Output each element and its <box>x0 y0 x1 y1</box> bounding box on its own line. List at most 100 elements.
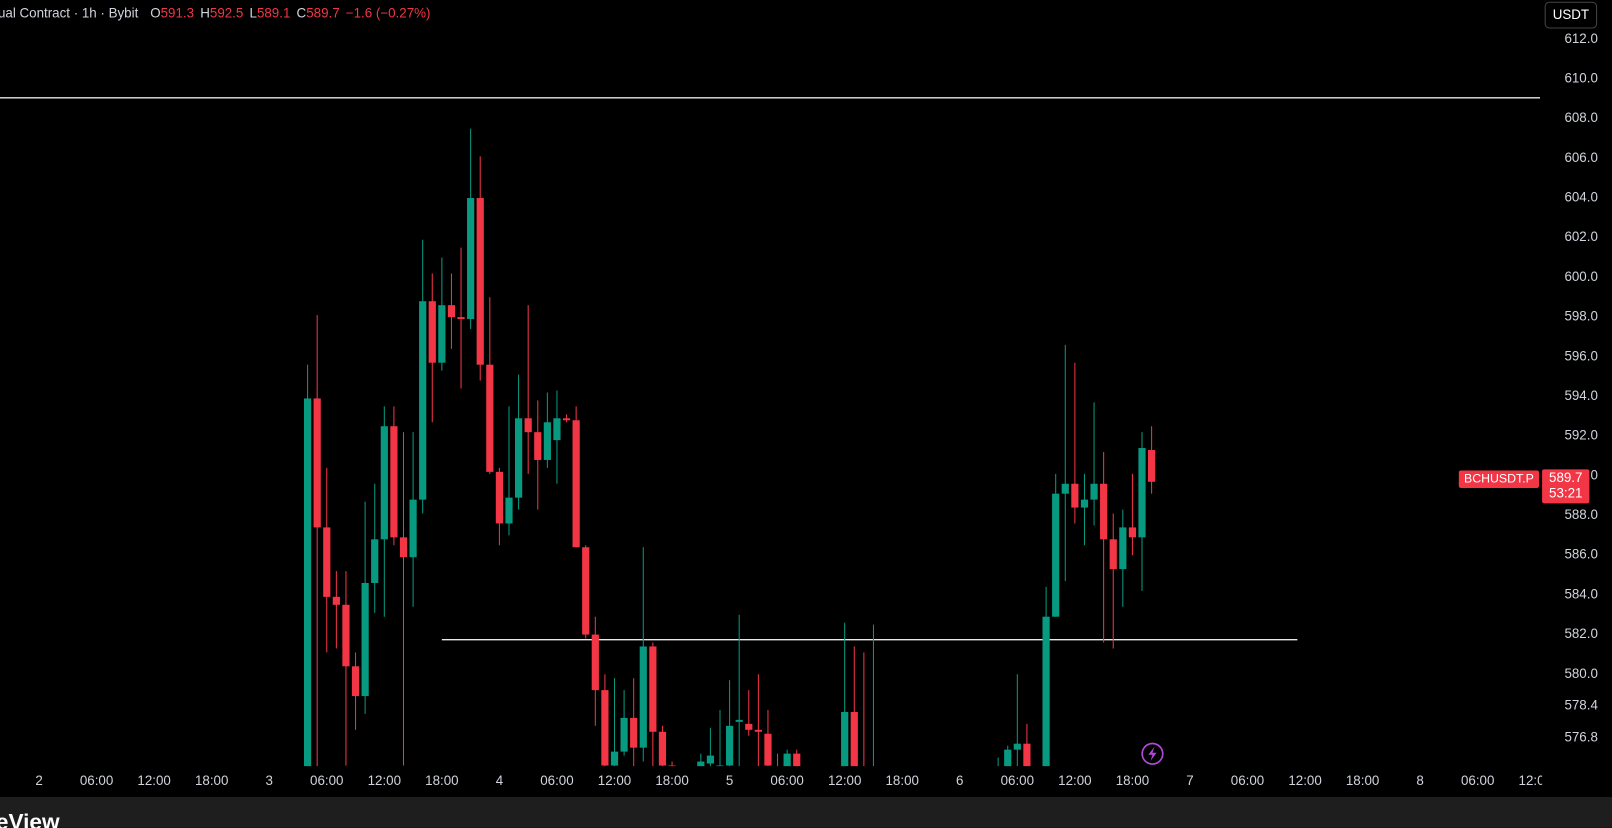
candle-body <box>1023 743 1031 767</box>
candle-body <box>1052 493 1060 617</box>
candle-body <box>467 198 475 320</box>
candle-body <box>399 537 408 558</box>
y-tick-label: 584.0 <box>1564 586 1597 601</box>
candle-body <box>313 398 321 528</box>
alert-icon[interactable] <box>1141 742 1164 765</box>
x-tick-label: 12:00 <box>598 773 631 788</box>
candle-body <box>697 761 705 767</box>
candle-body <box>438 305 446 363</box>
candle-body <box>409 499 417 558</box>
x-tick-label: 18:00 <box>655 773 688 788</box>
symbol-tag-bg <box>1458 470 1540 488</box>
candle-body <box>716 765 724 767</box>
candle-body <box>1090 483 1098 500</box>
y-tick-label: 600.0 <box>1564 269 1597 284</box>
y-tick-label: 606.0 <box>1564 150 1597 165</box>
candle-body <box>562 418 571 421</box>
candle-body <box>505 497 513 524</box>
x-tick-label: 06:00 <box>80 773 113 788</box>
candle-body <box>725 725 734 766</box>
y-tick-label: 604.0 <box>1564 190 1597 205</box>
candle-body <box>457 317 465 320</box>
candle-body <box>524 418 532 433</box>
candle-body <box>841 711 849 767</box>
candle-body <box>371 539 379 583</box>
candle-body <box>706 755 715 764</box>
y-tick-label: 586.0 <box>1564 547 1597 562</box>
candle-body <box>1100 483 1108 540</box>
y-tick-label: 598.0 <box>1564 309 1597 324</box>
candle-body <box>303 398 312 767</box>
y-tick-label: 594.0 <box>1564 388 1597 403</box>
countdown: 53:21 <box>1549 486 1582 501</box>
candle-body <box>649 646 657 732</box>
x-tick-label: 18:00 <box>1116 773 1149 788</box>
x-tick-label: 12:00 <box>137 773 170 788</box>
candle-body <box>534 432 542 460</box>
candle-body <box>1119 527 1127 570</box>
candle-body <box>1042 616 1050 767</box>
candle-body <box>361 582 369 697</box>
candle-body <box>1013 743 1021 750</box>
price-axis-bg <box>1540 0 1612 797</box>
candle-body <box>658 731 667 766</box>
ohlc: O591.3 H592.5 L589.1 C589.7 −1.6 (−0.27%) <box>150 5 430 20</box>
candle-body <box>1147 450 1156 482</box>
y-tick-label: 588.0 <box>1564 507 1597 522</box>
candle-body <box>543 422 551 460</box>
change: −1.6 (−0.27%) <box>346 5 431 20</box>
candle-body <box>514 418 523 498</box>
y-tick-label: 602.0 <box>1564 229 1597 244</box>
candle-body <box>553 418 561 441</box>
x-tick-label: 12:00 <box>368 773 401 788</box>
ohlc-value: 591.3 <box>161 5 194 20</box>
x-tick-label: 06:00 <box>1231 773 1264 788</box>
x-tick-label: 18:00 <box>1346 773 1379 788</box>
price-axis: 612.0 610.0 608.0 606.0 604.0 602.0 600.0 598.0… <box>1540 0 1612 797</box>
x-tick-label: 3 <box>266 773 273 788</box>
candle-body <box>1128 527 1137 538</box>
candle-body <box>428 301 436 363</box>
y-tick-label: 580.0 <box>1564 666 1597 681</box>
x-tick-label: 06:00 <box>1001 773 1034 788</box>
candle-body <box>1071 483 1079 508</box>
price-tag-bg <box>1542 469 1590 504</box>
candle-body <box>610 751 619 766</box>
ohlc-letter: C <box>297 5 307 20</box>
candle-body <box>380 426 388 540</box>
axis-corner <box>1542 768 1612 797</box>
candle-body <box>447 305 456 318</box>
candle-body <box>495 471 504 524</box>
candle-body <box>342 604 350 667</box>
alert-bolt <box>1148 746 1157 761</box>
plot-area <box>0 97 1541 767</box>
x-tick-label: 8 <box>1416 773 1423 788</box>
candle-body <box>668 765 676 767</box>
x-tick-label: 12:00 <box>1058 773 1091 788</box>
x-tick-label: 18:00 <box>886 773 919 788</box>
ohlc-value: 589.1 <box>257 5 290 20</box>
price-tag: 589.7 <box>1549 470 1582 485</box>
candle-body <box>332 596 340 605</box>
candle-body <box>419 301 427 500</box>
currency-button[interactable] <box>1544 1 1598 29</box>
x-tick-label: 5 <box>726 773 733 788</box>
candle-body <box>793 753 801 767</box>
x-tick-label: 4 <box>496 773 504 788</box>
candle-body <box>783 753 791 767</box>
currency-label: USDT <box>1553 7 1589 22</box>
candle-body <box>735 719 743 722</box>
time-axis: 2 06:00 12:00 18:00 3 06:00 12:00 18:00 4 06:00 12… <box>35 768 1612 797</box>
candle-body <box>1080 499 1089 508</box>
candle-body <box>572 420 580 548</box>
y-tick-label: 608.0 <box>1564 110 1597 125</box>
ohlc-value: 592.5 <box>210 5 243 20</box>
symbol-tag: BCHUSDT.P <box>1464 471 1534 485</box>
y-tick-label: 582.0 <box>1564 626 1597 641</box>
x-tick-label: 18:00 <box>425 773 458 788</box>
candle-body <box>486 364 494 472</box>
symbol-info: ual Contract · 1h · Bybit <box>0 5 139 20</box>
